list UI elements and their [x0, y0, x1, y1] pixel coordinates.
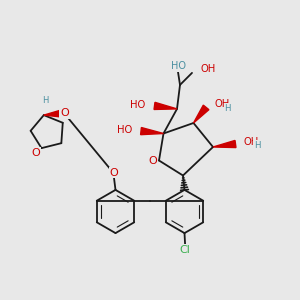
Text: HO: HO — [130, 100, 146, 110]
Text: O: O — [60, 108, 69, 118]
Text: H: H — [42, 96, 49, 105]
Text: O: O — [32, 148, 40, 158]
Text: HO: HO — [117, 125, 133, 135]
Text: OH: OH — [214, 99, 230, 110]
Polygon shape — [44, 110, 61, 117]
Text: O: O — [110, 167, 118, 178]
Text: Cl: Cl — [180, 244, 190, 255]
Text: HO: HO — [171, 61, 186, 71]
Text: H: H — [224, 104, 231, 113]
Polygon shape — [141, 128, 164, 135]
Text: OH: OH — [244, 136, 259, 147]
Text: OH: OH — [200, 64, 216, 74]
Text: O: O — [148, 156, 157, 167]
Text: H: H — [254, 141, 260, 150]
Polygon shape — [154, 102, 177, 110]
Polygon shape — [194, 105, 209, 123]
Polygon shape — [213, 140, 236, 148]
